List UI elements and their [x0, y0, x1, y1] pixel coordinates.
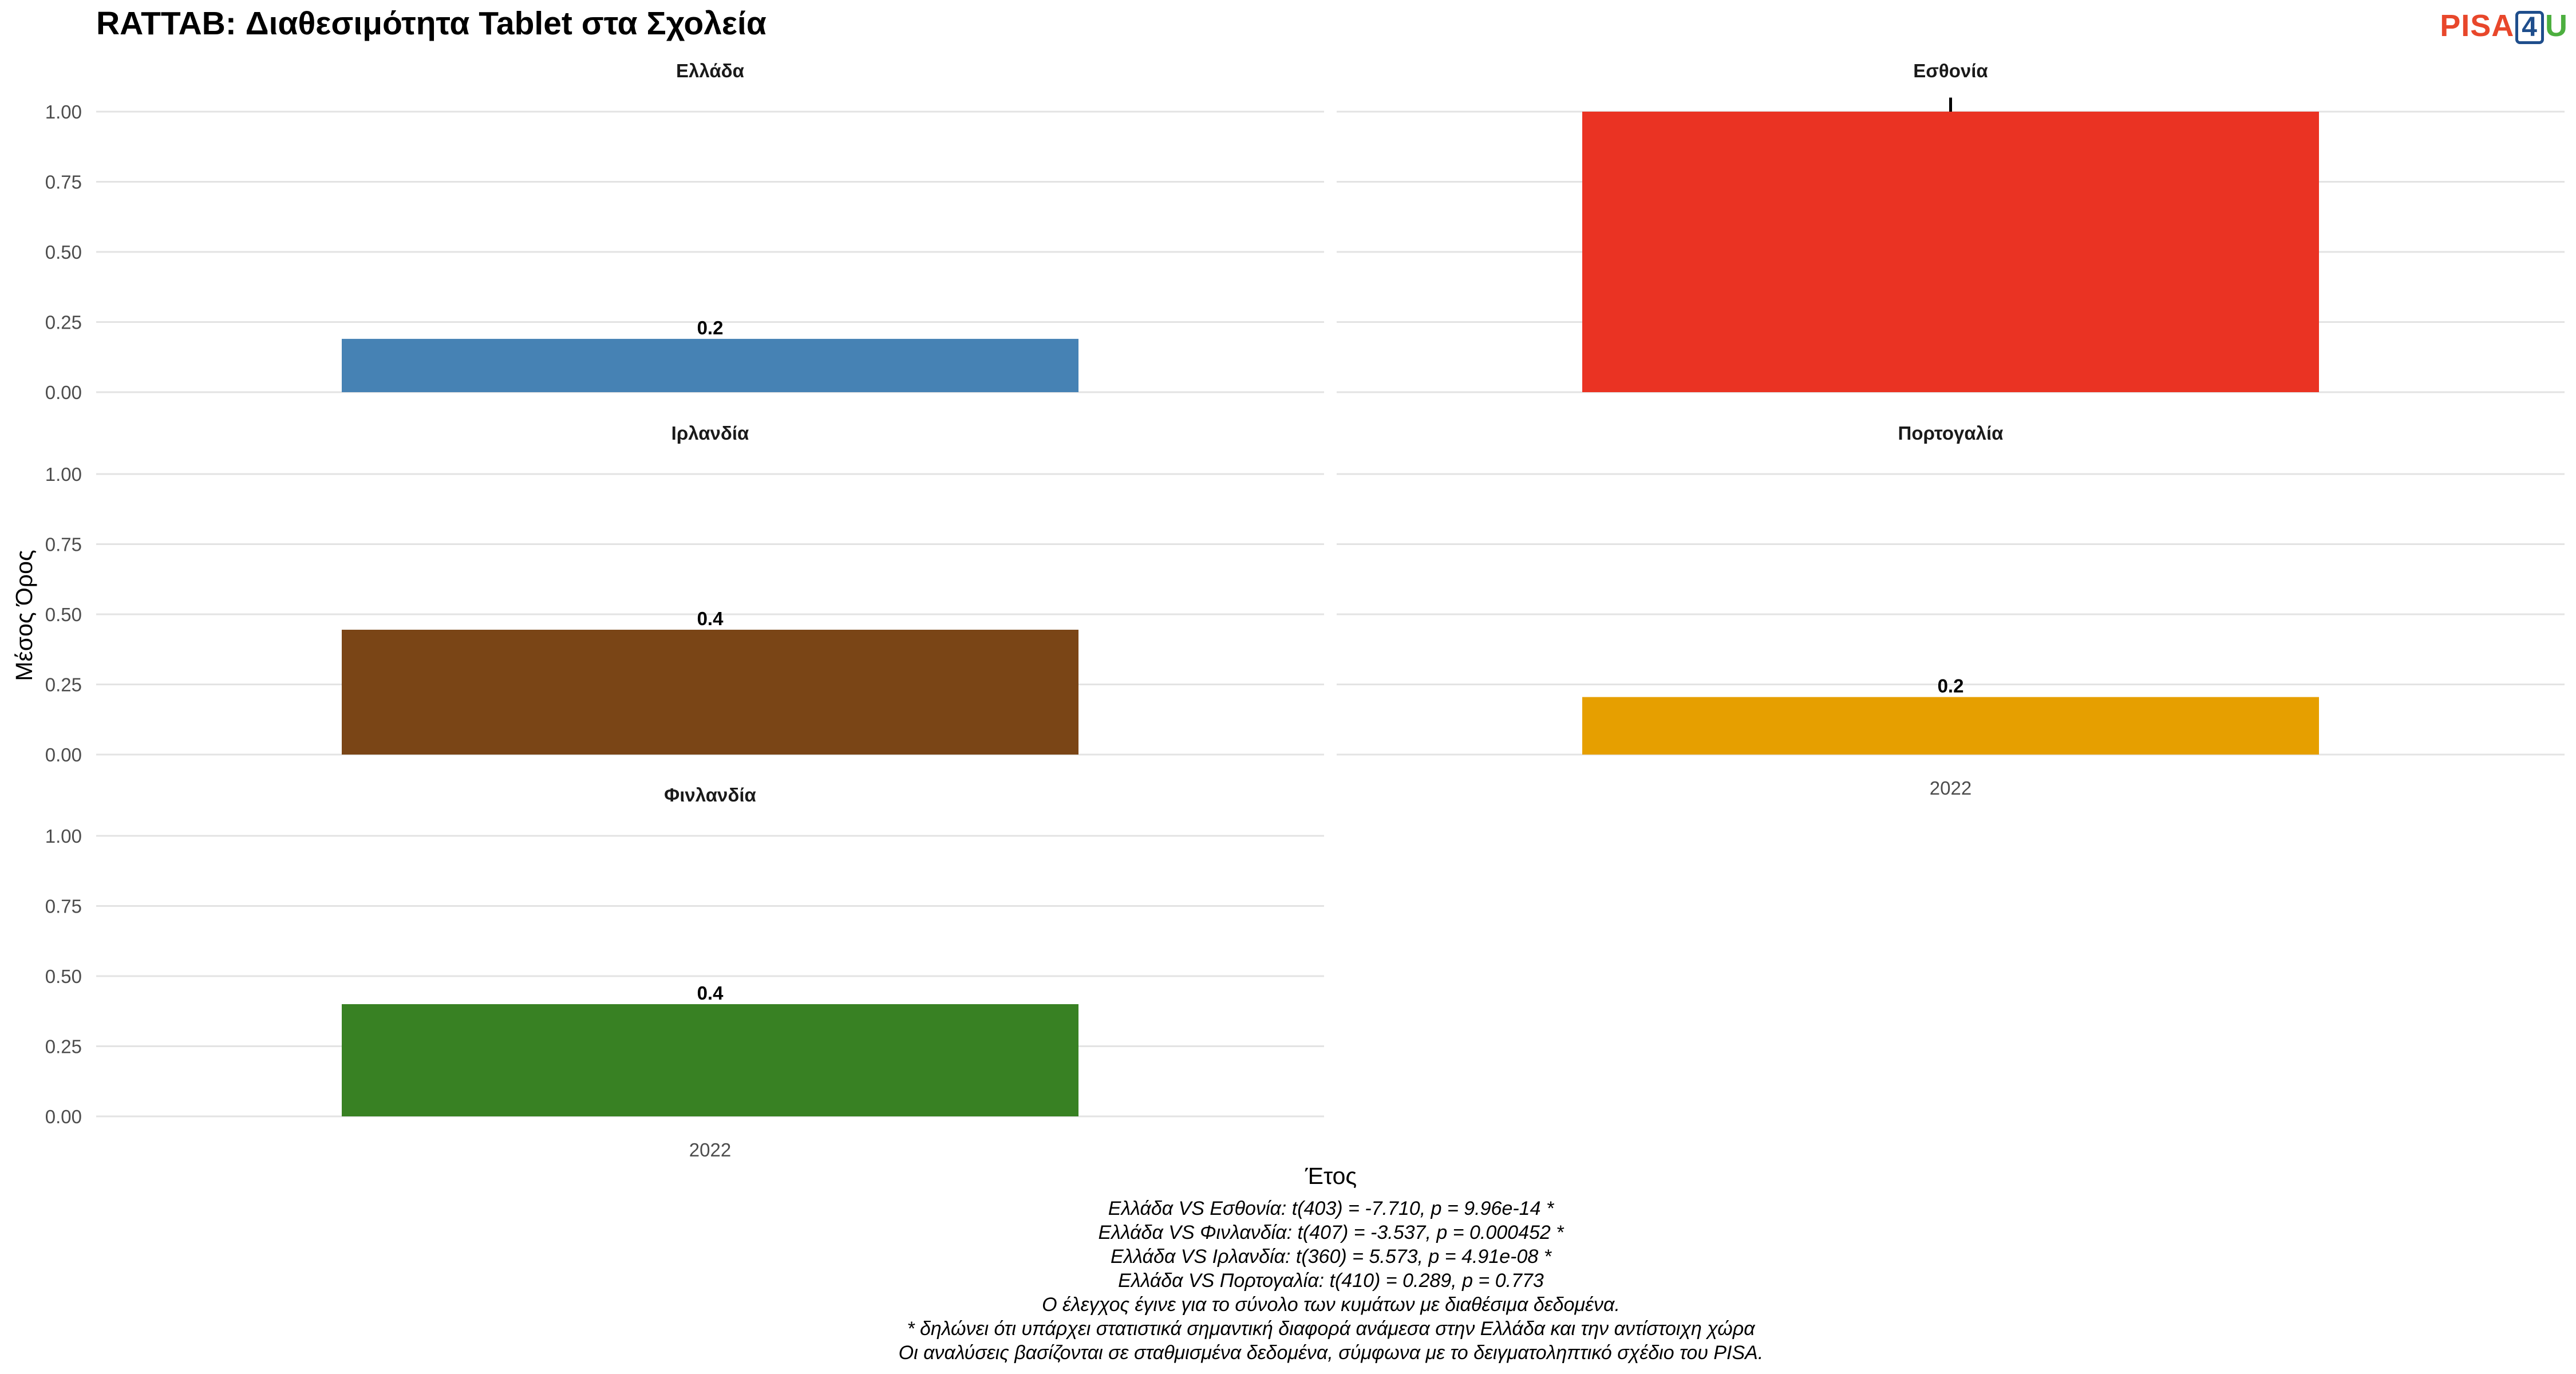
- x-tick-label: 2022: [689, 1139, 731, 1160]
- statistical-notes: Ελλάδα VS Εσθονία: t(403) = -7.710, p = …: [0, 1197, 2576, 1365]
- logo-four-box: 4: [2515, 11, 2544, 44]
- panel-strip-label: Ελλάδα: [676, 60, 744, 81]
- panel-strip-label: Εσθονία: [1913, 60, 1988, 81]
- chart-title: RATTAB: Διαθεσιμότητα Tablet στα Σχολεία: [96, 5, 767, 42]
- note-line: Ελλάδα VS Ιρλανδία: t(360) = 5.573, p = …: [1111, 1246, 1551, 1268]
- y-tick-label: 0.75: [45, 534, 82, 555]
- bar-value-label: 0.2: [1938, 676, 1964, 697]
- y-tick-label: 1.00: [45, 464, 82, 485]
- note-line: Ελλάδα VS Εσθονία: t(403) = -7.710, p = …: [1108, 1198, 1554, 1219]
- y-axis-title: Μέσος Όρος: [11, 550, 37, 681]
- note-line: * δηλώνει ότι υπάρχει στατιστικά σημαντι…: [907, 1318, 1755, 1340]
- logo-u-text: U: [2545, 9, 2568, 43]
- y-tick-label: 0.00: [45, 1106, 82, 1127]
- y-tick-label: 0.25: [45, 312, 82, 333]
- bar-Φινλανδία: [342, 1004, 1078, 1116]
- panel-strip-label: Ιρλανδία: [671, 423, 749, 444]
- logo-pisa-text: PISA: [2440, 9, 2515, 43]
- x-tick-label: 2022: [1930, 777, 1971, 799]
- panel-strip-label: Πορτογαλία: [1898, 423, 2004, 444]
- y-tick-label: 0.00: [45, 382, 82, 403]
- y-tick-label: 0.50: [45, 966, 82, 987]
- bar-Ιρλανδία: [342, 629, 1078, 755]
- bar-Εσθονία: [1582, 112, 2319, 392]
- y-tick-label: 0.25: [45, 1036, 82, 1057]
- y-tick-label: 0.75: [45, 172, 82, 193]
- faceted-bar-chart: 0.00 0.25 0.50 0.75 1.00 Ελλάδα 0.2 Εσθονία 0.00…: [11, 60, 2565, 1189]
- bar-value-label: 0.4: [697, 982, 724, 1004]
- note-line: Ο έλεγχος έγινε για το σύνολο των κυμάτω…: [1042, 1294, 1620, 1316]
- bar-value-label: 0.2: [697, 317, 724, 338]
- y-tick-label: 0.50: [45, 242, 82, 263]
- y-tick-label: 1.00: [45, 826, 82, 847]
- note-line: Ελλάδα VS Πορτογαλία: t(410) = 0.289, p …: [1118, 1270, 1544, 1292]
- bar-Ελλάδα: [342, 338, 1078, 392]
- y-tick-label: 1.00: [45, 101, 82, 123]
- y-tick-label: 0.75: [45, 896, 82, 917]
- y-tick-label: 0.00: [45, 744, 82, 765]
- x-axis-title: Έτος: [1305, 1163, 1357, 1189]
- note-line: Οι αναλύσεις βασίζονται σε σταθμισμένα δ…: [898, 1342, 1764, 1364]
- note-line: Ελλάδα VS Φινλανδία: t(407) = -3.537, p …: [1098, 1222, 1564, 1243]
- pisa4u-logo: PISA 4 U: [2440, 8, 2568, 44]
- bar-Πορτογαλία: [1582, 697, 2319, 755]
- y-tick-label: 0.50: [45, 604, 82, 625]
- y-tick-label: 0.25: [45, 674, 82, 696]
- panel-strip-label: Φινλανδία: [664, 784, 756, 806]
- bar-value-label: 0.4: [697, 608, 724, 629]
